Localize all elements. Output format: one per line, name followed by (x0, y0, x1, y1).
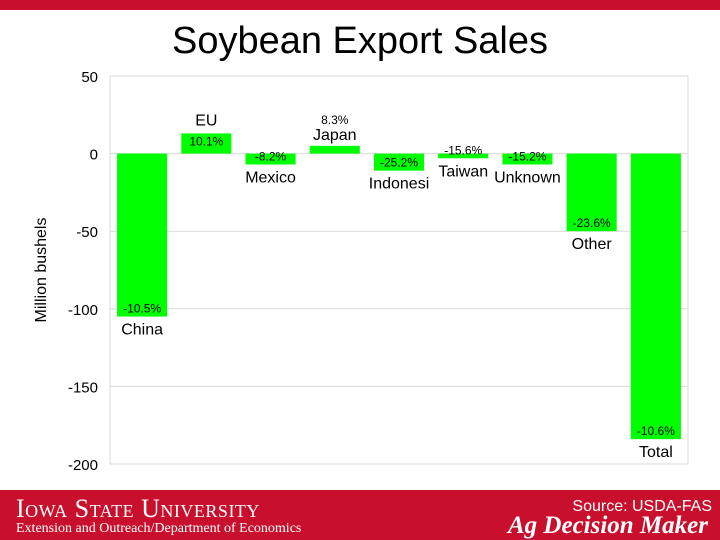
data-label: -15.2% (508, 149, 546, 163)
bar (373, 153, 425, 171)
bar (117, 153, 168, 317)
top-accent-bar (0, 0, 720, 10)
y-tick-label: -150 (68, 379, 98, 396)
bar (309, 145, 360, 154)
data-label: -10.5% (123, 302, 161, 316)
department-text: Extension and Outreach/Department of Eco… (16, 521, 302, 536)
data-label: -10.6% (637, 424, 675, 438)
y-tick-label: -50 (76, 224, 98, 241)
data-label: -8.2% (255, 149, 287, 163)
category-label: Indonesi (369, 176, 430, 193)
bar (566, 153, 617, 232)
y-axis-label: Million bushels (33, 218, 50, 323)
bar (630, 153, 681, 440)
category-label: Taiwan (438, 163, 488, 180)
y-tick-label: -100 (68, 302, 98, 319)
y-tick-label: 50 (81, 69, 98, 86)
category-label: Total (639, 444, 673, 461)
data-label: 8.3% (321, 113, 349, 127)
source-text: Source: USDA-FAS (572, 498, 712, 515)
data-label: -23.6% (573, 216, 611, 230)
category-label: Unknown (494, 169, 561, 186)
category-label: China (121, 322, 163, 339)
y-axis-ticks: 50 0 -50 -100 -150 -200 (68, 69, 98, 474)
slide-title: Soybean Export Sales (171, 20, 548, 62)
brand-logo: Ag Decision Maker (508, 512, 708, 539)
category-label: Other (572, 236, 613, 253)
category-label: Mexico (245, 169, 296, 186)
university-logo: Iowa State University (16, 494, 260, 523)
y-tick-label: 0 (90, 147, 98, 164)
footer-bar: Iowa State University Extension and Outr… (0, 490, 720, 540)
data-label: -25.2% (380, 156, 418, 170)
category-label: Japan (313, 127, 357, 144)
bar (502, 153, 553, 165)
bars: -10.5% China 10.1% EU -8.2% Mexico 8.3%Japan -2… (117, 112, 681, 461)
bar (438, 153, 489, 159)
data-label: -15.6% (444, 143, 482, 157)
bar (245, 153, 296, 165)
data-label: 10.1% (189, 134, 223, 148)
y-tick-label: -200 (68, 457, 98, 474)
category-label: EU (195, 112, 217, 129)
bar (181, 133, 232, 154)
bar-chart: -10.5% China 10.1% EU -8.2% Mexico 8.3%Japan -2… (33, 69, 689, 474)
